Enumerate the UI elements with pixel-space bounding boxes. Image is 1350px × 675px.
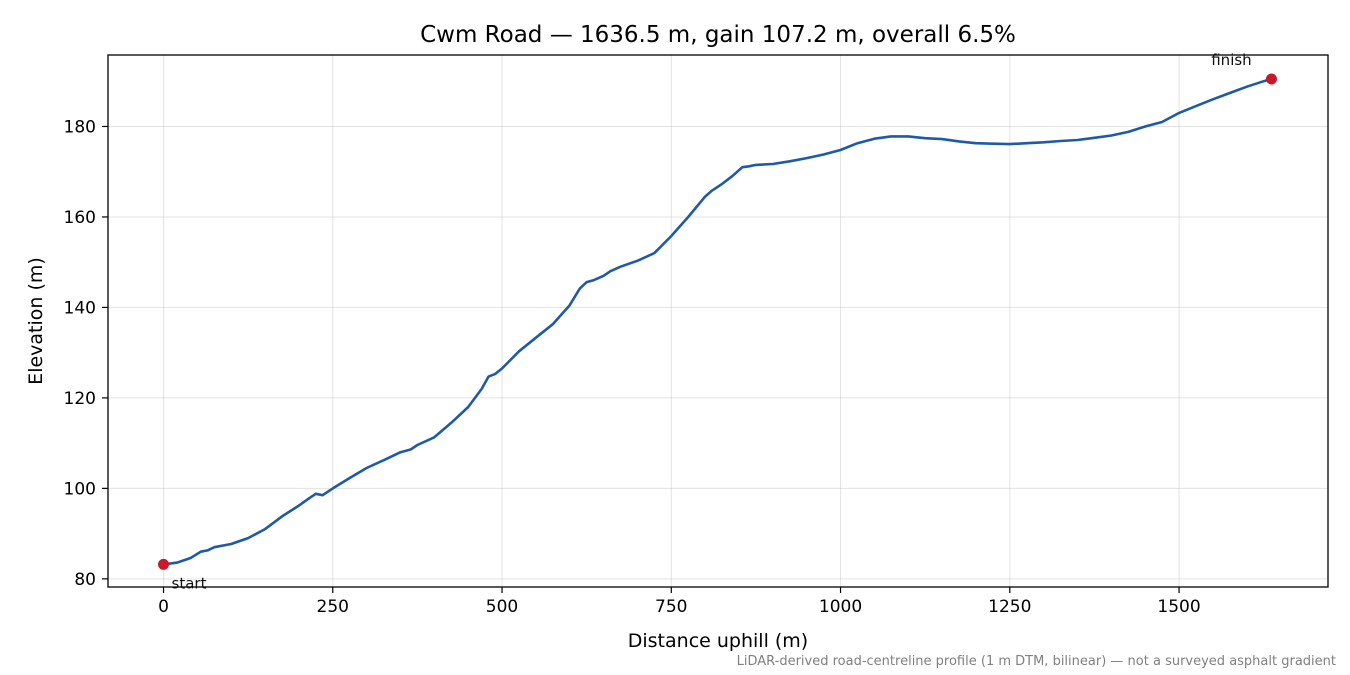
x-axis-label: Distance uphill (m) — [628, 630, 808, 652]
x-tick-label: 1000 — [819, 597, 862, 617]
x-tick-label: 0 — [158, 597, 169, 617]
plot-frame — [107, 54, 1329, 588]
y-tick-label: 120 — [64, 389, 96, 409]
finish-marker — [1265, 73, 1277, 85]
x-tick-label: 1500 — [1157, 597, 1200, 617]
y-axis-ticks: 80 100 120 140 160 180 — [64, 117, 108, 590]
start-marker — [158, 558, 170, 570]
elevation-line — [162, 77, 1273, 566]
y-tick-label: 80 — [74, 570, 96, 590]
x-tick-label: 1250 — [988, 597, 1031, 617]
y-tick-label: 160 — [64, 208, 96, 228]
x-axis-ticks: 0 250 500 750 1000 1250 1500 — [158, 587, 1201, 617]
chart-title: Cwm Road — 1636.5 m, gain 107.2 m, overa… — [420, 22, 1016, 48]
data-source-footnote: LiDAR-derived road-centreline profile (1… — [737, 654, 1336, 669]
finish-annotation: finish — [1211, 51, 1251, 69]
grid — [108, 55, 1328, 587]
x-tick-label: 500 — [486, 597, 518, 617]
x-tick-label: 250 — [317, 597, 349, 617]
y-tick-label: 100 — [64, 479, 96, 499]
y-axis-label: Elevation (m) — [25, 257, 47, 385]
start-annotation: start — [172, 574, 207, 592]
y-tick-label: 180 — [64, 117, 96, 137]
x-tick-label: 750 — [655, 597, 687, 617]
y-tick-label: 140 — [64, 298, 96, 318]
